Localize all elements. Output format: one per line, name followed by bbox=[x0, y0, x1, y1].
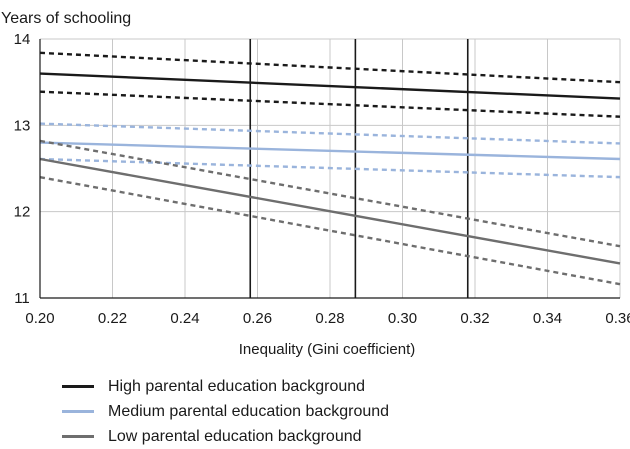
legend-item-high: High parental education background bbox=[62, 374, 389, 399]
series-1-ci-upper bbox=[39, 122, 621, 145]
y-tick-label-2: 13 bbox=[14, 117, 31, 134]
series-2-line bbox=[39, 157, 621, 265]
series-1-line bbox=[39, 141, 621, 161]
y-tick-label-0: 11 bbox=[14, 290, 30, 307]
x-tick-label-2: 0.24 bbox=[170, 310, 199, 327]
x-tick-label-8: 0.36 bbox=[605, 310, 630, 327]
legend: High parental education background Mediu… bbox=[62, 374, 389, 449]
legend-item-medium: Medium parental education background bbox=[62, 399, 389, 424]
x-tick-label-3: 0.26 bbox=[243, 310, 272, 327]
x-axis-label: Inequality (Gini coefficient) bbox=[239, 341, 415, 358]
x-tick-label-4: 0.28 bbox=[315, 310, 344, 327]
series-group bbox=[39, 51, 621, 286]
series-0-ci-upper bbox=[39, 51, 621, 84]
x-tick-label-1: 0.22 bbox=[98, 310, 127, 327]
legend-swatch-medium bbox=[62, 410, 94, 413]
tick-labels: 0.20 0.22 0.24 0.26 0.28 0.30 0.32 0.34 0.36 11 12… bbox=[14, 31, 630, 327]
y-tick-label-1: 12 bbox=[14, 204, 31, 221]
series-0-line bbox=[39, 72, 621, 100]
chart-area: Years of schooling Inequality (Gini coef… bbox=[1, 10, 630, 358]
series-1-ci-lower bbox=[39, 157, 621, 179]
x-tick-label-6: 0.32 bbox=[460, 310, 489, 327]
axes bbox=[39, 39, 620, 299]
legend-label-low: Low parental education background bbox=[108, 427, 362, 445]
legend-swatch-high bbox=[62, 385, 94, 388]
y-tick-label-3: 14 bbox=[14, 31, 31, 48]
x-tick-label-0: 0.20 bbox=[25, 310, 54, 327]
legend-label-medium: Medium parental education background bbox=[108, 402, 390, 420]
legend-item-low: Low parental education background bbox=[62, 424, 389, 449]
y-axis-label: Years of schooling bbox=[1, 10, 131, 27]
legend-swatch-low bbox=[62, 435, 94, 438]
legend-label-high: High parental education background bbox=[108, 377, 366, 395]
x-tick-label-5: 0.30 bbox=[388, 310, 417, 327]
x-tick-label-7: 0.34 bbox=[533, 310, 562, 327]
series-0-ci-lower bbox=[39, 90, 621, 118]
